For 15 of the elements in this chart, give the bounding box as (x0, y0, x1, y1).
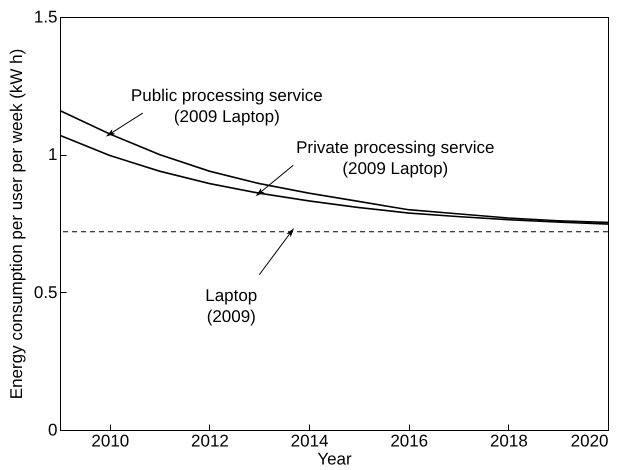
ref-line-label: Laptop (2009) (205, 286, 258, 326)
y-tick-label: 0.5 (34, 282, 58, 302)
x-tick-label: 2018 (490, 432, 528, 450)
x-tick-label: 2010 (91, 432, 130, 450)
y-tick-label: 1.5 (34, 8, 58, 26)
y-tick-label: 1 (48, 145, 58, 164)
x-axis-title: Year (317, 450, 352, 468)
series-label: Public processing service (2009 Laptop) (130, 86, 323, 126)
series-label: Private processing service (2009 Laptop) (296, 138, 494, 178)
x-tick-label: 2014 (290, 432, 329, 450)
x-tick-label: 2016 (390, 432, 428, 450)
x-tick-label: 2020 (570, 432, 608, 450)
y-axis-title: Energy consumption per user per week (kW h) (6, 48, 26, 400)
x-tick-label: 2012 (191, 432, 229, 450)
y-tick-label: 0 (48, 420, 58, 440)
